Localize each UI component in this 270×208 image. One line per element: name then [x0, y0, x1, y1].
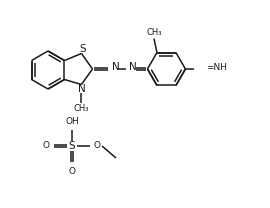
- Text: O: O: [42, 141, 49, 151]
- Text: OH: OH: [65, 116, 79, 125]
- Text: O: O: [69, 166, 76, 176]
- Text: S: S: [79, 43, 86, 53]
- Text: N: N: [77, 84, 85, 94]
- Text: =NH: =NH: [207, 63, 227, 73]
- Text: O: O: [93, 141, 100, 151]
- Text: S: S: [69, 141, 75, 151]
- Text: N: N: [129, 62, 137, 72]
- Text: CH₃: CH₃: [74, 104, 89, 113]
- Text: CH₃: CH₃: [146, 28, 162, 37]
- Text: N: N: [112, 62, 120, 72]
